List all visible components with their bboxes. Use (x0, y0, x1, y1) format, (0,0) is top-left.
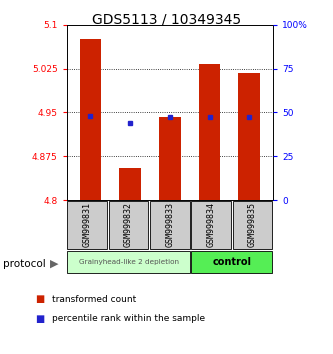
Bar (238, 73, 260, 200)
Text: percentile rank within the sample: percentile rank within the sample (52, 314, 205, 323)
Bar (109, 201, 149, 249)
Text: GDS5113 / 10349345: GDS5113 / 10349345 (92, 12, 241, 27)
Bar (198, 64, 220, 200)
Bar (232, 201, 272, 249)
Bar (150, 201, 190, 249)
Text: ■: ■ (35, 314, 45, 324)
Bar (191, 201, 231, 249)
Text: GSM999831: GSM999831 (83, 202, 92, 247)
Text: GSM999835: GSM999835 (248, 202, 257, 247)
Bar (119, 168, 141, 200)
Text: GSM999832: GSM999832 (124, 202, 133, 247)
Text: GSM999833: GSM999833 (165, 202, 174, 247)
Text: Grainyhead-like 2 depletion: Grainyhead-like 2 depletion (79, 259, 178, 265)
Text: ▶: ▶ (50, 259, 58, 269)
Text: protocol: protocol (3, 259, 46, 269)
Text: GSM999834: GSM999834 (206, 202, 216, 247)
Text: control: control (212, 257, 251, 267)
Bar (159, 117, 181, 200)
Bar (80, 39, 101, 200)
Bar (191, 251, 272, 273)
Text: transformed count: transformed count (52, 295, 136, 304)
Bar (67, 201, 107, 249)
Text: ■: ■ (35, 294, 45, 304)
Bar (67, 251, 190, 273)
